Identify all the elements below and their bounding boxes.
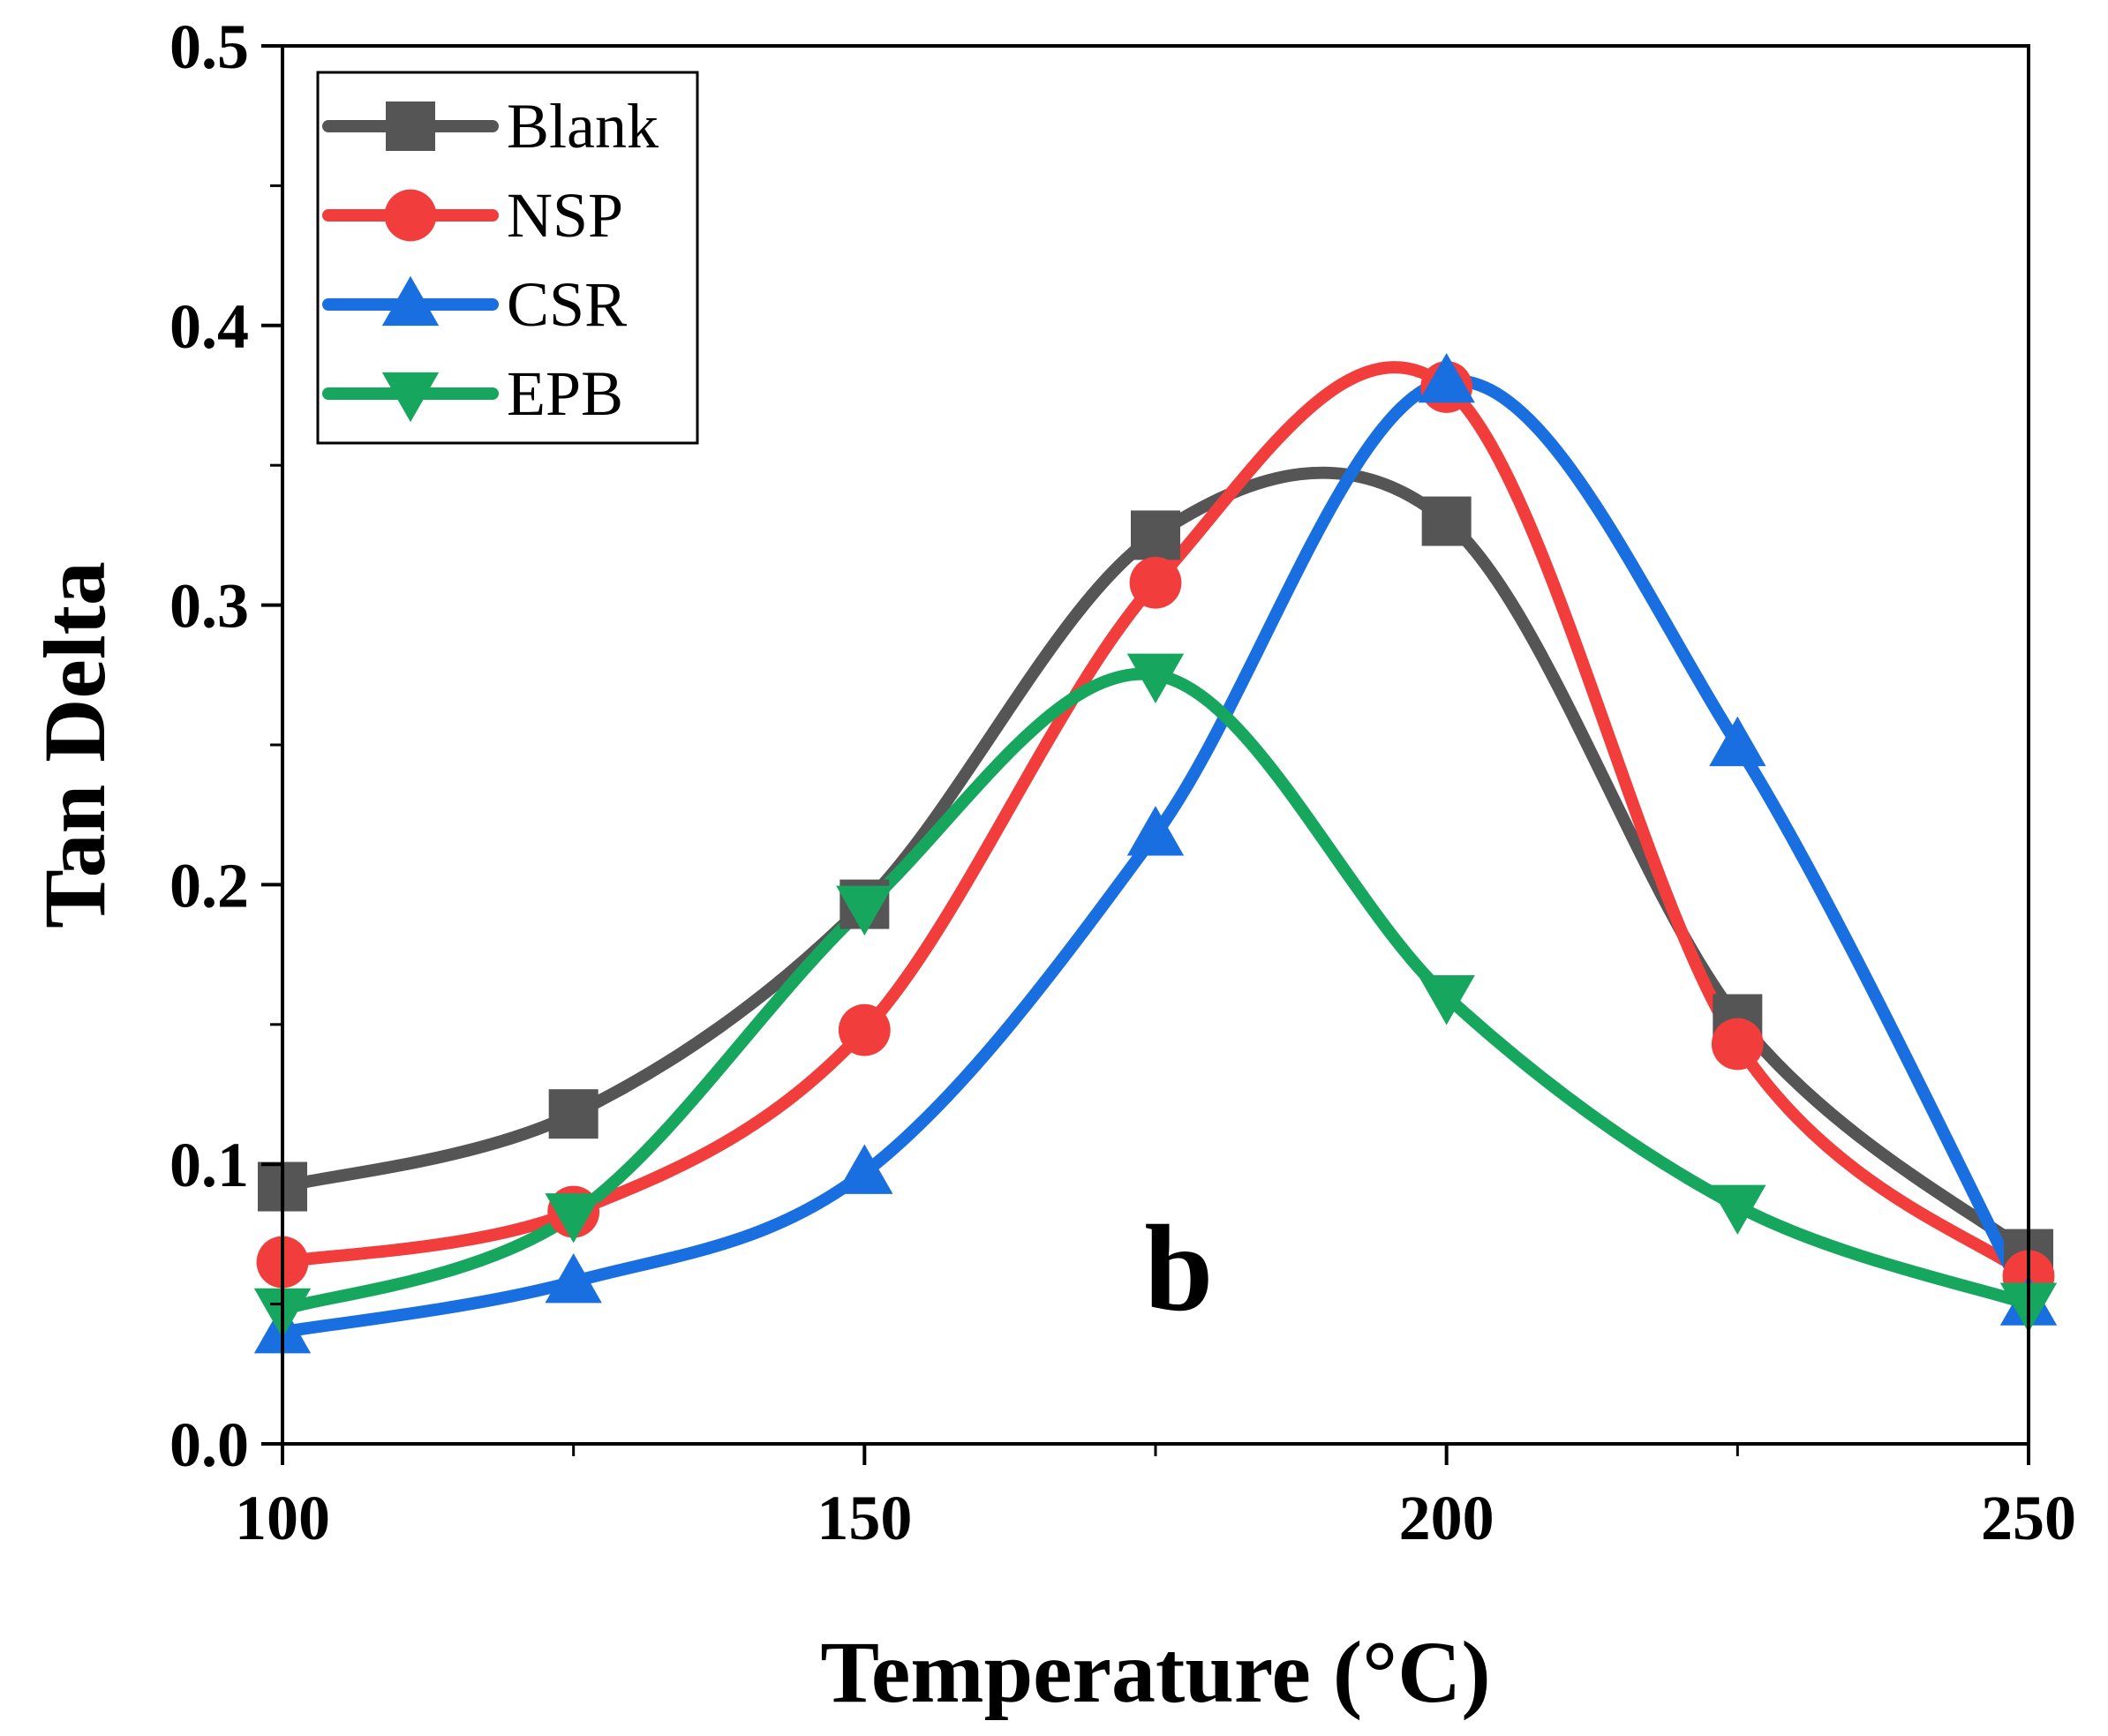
data-point-epb xyxy=(1709,1184,1766,1235)
y-tick-label: 0.4 xyxy=(169,291,249,362)
legend-marker-epb xyxy=(381,372,440,423)
tick-labels: 100 150 200 250 0.0 0.1 0.2 0.3 0.4 0.5 xyxy=(169,11,2076,1553)
x-tick-label: 150 xyxy=(817,1483,912,1553)
data-point-csr xyxy=(1418,352,1475,403)
axis-ticks xyxy=(261,44,2030,1465)
panel-label: b xyxy=(1144,1200,1213,1337)
data-point-csr xyxy=(1126,806,1185,856)
series-line-csr xyxy=(276,374,2035,1339)
x-tick-label: 200 xyxy=(1399,1483,1494,1553)
legend-box xyxy=(316,71,699,445)
data-point-csr xyxy=(836,1144,893,1194)
legend: Blank NSP CSR EPB xyxy=(316,71,699,445)
data-point-nsp xyxy=(1711,1018,1764,1071)
data-point-blank xyxy=(1131,510,1180,560)
legend-label-csr: CSR xyxy=(507,269,627,340)
y-tick-label: 0.3 xyxy=(169,571,249,642)
data-point-blank xyxy=(548,1089,599,1139)
data-point-epb xyxy=(836,885,893,936)
data-point-csr xyxy=(1709,716,1766,767)
legend-marker-csr xyxy=(381,275,440,327)
data-point-csr xyxy=(545,1253,602,1304)
data-point-nsp xyxy=(838,1003,891,1056)
y-tick-label: 0.0 xyxy=(169,1409,249,1480)
data-point-epb xyxy=(1126,653,1185,703)
x-axis-title: Temperature (°C) xyxy=(820,1623,1490,1721)
y-axis-title: Tan Delta xyxy=(26,561,124,928)
data-point-nsp xyxy=(1129,556,1182,609)
data-point-epb xyxy=(1418,974,1475,1026)
legend-label-epb: EPB xyxy=(507,358,623,429)
data-point-epb xyxy=(545,1193,602,1244)
legend-label-blank: Blank xyxy=(507,91,659,162)
y-tick-label: 0.5 xyxy=(169,11,249,82)
legend-label-nsp: NSP xyxy=(507,180,623,251)
y-tick-label: 0.2 xyxy=(169,850,249,921)
x-tick-label: 100 xyxy=(235,1483,330,1553)
y-tick-label: 0.1 xyxy=(169,1130,249,1200)
x-tick-label: 250 xyxy=(1981,1483,2076,1553)
data-point-blank xyxy=(1421,496,1472,546)
legend-marker-blank xyxy=(386,101,435,151)
legend-marker-nsp xyxy=(384,189,437,242)
